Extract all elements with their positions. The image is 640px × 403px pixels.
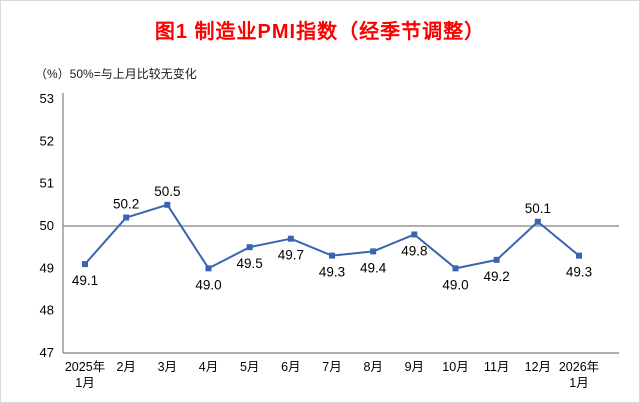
data-label: 49.3 <box>566 265 592 280</box>
data-point-marker <box>329 252 335 259</box>
y-tick-label: 48 <box>40 303 54 318</box>
data-label: 49.5 <box>237 256 263 271</box>
x-tick-label: 8月 <box>363 360 382 374</box>
x-tick-label: 3月 <box>158 360 177 374</box>
x-tick-label: 2月 <box>116 360 135 374</box>
data-point-marker <box>576 252 582 259</box>
data-point-marker <box>246 244 253 251</box>
chart-title: 图1 制造业PMI指数（经季节调整） <box>154 21 486 43</box>
x-tick-label: 2026年 <box>559 360 599 374</box>
data-point-marker <box>123 214 130 221</box>
y-tick-label: 53 <box>40 91 54 106</box>
x-tick-label: 5月 <box>240 360 259 374</box>
chart-canvas: 47 48 49 50 51 52 53 49.1 50.2 50.5 49.0 49.5 49.7 49… <box>40 91 619 390</box>
pmi-line-chart: 47 48 49 50 51 52 53 49.1 50.2 50.5 49.0 49.5 49.7 49… <box>1 87 639 402</box>
x-tick-label: 4月 <box>199 360 218 374</box>
data-label: 50.5 <box>154 184 180 199</box>
data-point-marker <box>82 261 88 268</box>
data-point-marker <box>534 218 541 225</box>
data-point-marker <box>205 265 212 272</box>
data-label: 49.3 <box>319 265 345 280</box>
data-label: 49.1 <box>72 273 98 288</box>
pmi-series-line <box>84 203 580 270</box>
y-tick-label: 51 <box>40 176 54 191</box>
x-tick-label: 10月 <box>442 360 468 374</box>
data-point-marker <box>287 235 294 242</box>
data-label: 49.7 <box>278 248 304 263</box>
data-point-marker <box>370 248 377 255</box>
y-tick-label: 52 <box>40 133 54 148</box>
data-label: 49.0 <box>195 277 221 292</box>
data-label: 49.2 <box>484 269 510 284</box>
data-point-marker <box>164 201 171 208</box>
data-label: 49.4 <box>360 260 387 275</box>
x-tick-label: 9月 <box>405 360 424 374</box>
x-tick-label: 11月 <box>484 360 509 374</box>
y-tick-label: 49 <box>40 260 54 275</box>
data-point-marker <box>411 231 418 238</box>
data-label: 49.8 <box>401 243 427 258</box>
chart-note: （%）50%=与上月比较无变化 <box>35 67 197 81</box>
data-point-marker <box>452 265 459 272</box>
data-label: 50.2 <box>113 197 139 212</box>
x-tick-label: 1月 <box>569 376 588 390</box>
x-tick-label: 2025年 <box>65 360 105 374</box>
x-tick-label: 12月 <box>525 360 551 374</box>
y-tick-label: 47 <box>40 345 54 360</box>
x-tick-label: 7月 <box>322 360 341 374</box>
x-tick-label: 6月 <box>281 360 300 374</box>
y-tick-label: 50 <box>40 218 54 233</box>
data-point-marker <box>493 256 500 263</box>
data-label: 50.1 <box>525 201 551 216</box>
data-label: 49.0 <box>442 277 468 292</box>
x-tick-label: 1月 <box>75 376 94 390</box>
